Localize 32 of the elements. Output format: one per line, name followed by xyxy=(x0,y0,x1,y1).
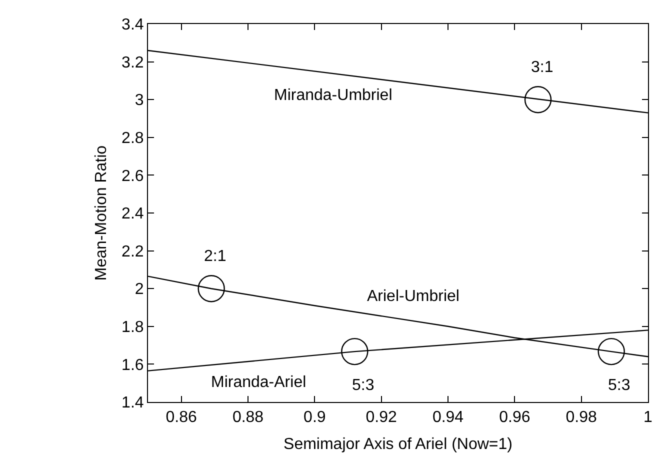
x-axis-title: Semimajor Axis of Ariel (Now=1) xyxy=(284,436,512,453)
annotation: 3:1 xyxy=(531,59,554,76)
annotation: 2:1 xyxy=(204,248,226,265)
x-tick-label: 0.94 xyxy=(432,409,464,426)
series-label: Miranda-Umbriel xyxy=(274,87,392,104)
y-tick-label: 3.2 xyxy=(122,54,144,72)
y-tick-label: 2.4 xyxy=(122,206,144,223)
point xyxy=(341,338,368,366)
point xyxy=(524,86,552,114)
y-tick-label: 2 xyxy=(134,281,144,298)
annotation: 5:3 xyxy=(352,377,374,394)
y-tick-label: 3 xyxy=(134,92,144,110)
y-tick-label: 2.6 xyxy=(122,168,144,185)
y-axis-title: Mean-Motion Ratio xyxy=(93,145,110,281)
y-tick-label: 3.4 xyxy=(122,16,144,34)
x-tick-label: 0.96 xyxy=(499,409,530,426)
point xyxy=(598,338,625,366)
x-tick-label: 0.88 xyxy=(232,409,264,426)
y-tick-label: 2.2 xyxy=(122,243,144,260)
x-tick-label: 0.9 xyxy=(304,409,326,426)
point xyxy=(198,275,225,302)
y-tick-label: 2.8 xyxy=(122,130,144,147)
x-tick-label: 1 xyxy=(644,409,653,426)
y-tick-label: 1.4 xyxy=(122,394,144,412)
x-tick-label: 0.92 xyxy=(366,409,397,426)
y-tick-label: 1.6 xyxy=(122,356,144,374)
y-tick-label: 1.8 xyxy=(122,319,144,336)
x-tick-label: 0.86 xyxy=(166,409,197,426)
series-label: Ariel-Umbriel xyxy=(367,288,460,305)
x-tick-label: 0.98 xyxy=(566,409,597,426)
annotation: 5:3 xyxy=(608,377,630,394)
series-label: Miranda-Ariel xyxy=(211,374,306,391)
